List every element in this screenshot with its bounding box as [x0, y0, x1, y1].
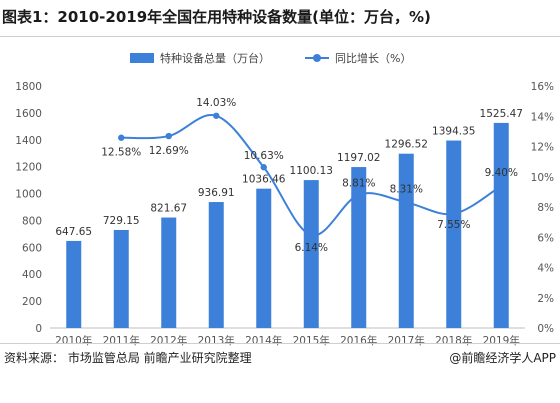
- growth-point: [118, 134, 125, 141]
- bar: [493, 122, 509, 329]
- x-tick-label: 2012年: [150, 334, 187, 347]
- growth-value-label: 7.55%: [437, 219, 470, 231]
- growth-point: [165, 132, 172, 140]
- x-tick-label: 2015年: [293, 334, 330, 347]
- growth-point: [213, 112, 220, 119]
- growth-value-label: 14.03%: [196, 97, 236, 109]
- growth-point: [498, 182, 505, 190]
- x-tick-label: 2016年: [340, 334, 377, 347]
- footer-divider: [0, 343, 560, 344]
- y-left-tick-label: 0: [35, 323, 42, 335]
- bar-value-label: 1197.02: [337, 152, 380, 164]
- legend-bar-label: 特种设备总量（万台）: [160, 52, 270, 65]
- x-tick-label: 2011年: [103, 334, 140, 347]
- y-left-tick-label: 200: [22, 296, 42, 308]
- y-right-tick-label: 14%: [531, 111, 554, 123]
- bar: [208, 202, 224, 328]
- growth-value-label: 12.58%: [101, 147, 141, 159]
- source-note: 资料来源： 市场监管总局 前瞻产业研究院整理: [4, 351, 252, 365]
- x-tick-label: 2013年: [198, 334, 235, 347]
- x-tick-label: 2014年: [245, 334, 282, 347]
- bar: [66, 240, 82, 328]
- bar: [351, 167, 367, 328]
- y-left-tick-label: 400: [22, 269, 42, 281]
- growth-value-label: 12.69%: [149, 145, 189, 157]
- y-right-tick-label: 0%: [537, 323, 554, 335]
- title-divider: [0, 36, 560, 37]
- x-tick-label: 2018年: [435, 334, 472, 347]
- bar: [446, 140, 462, 328]
- growth-value-label: 6.14%: [295, 242, 328, 254]
- growth-value-label: 8.31%: [390, 183, 423, 195]
- bar: [161, 217, 177, 328]
- y-right-tick-label: 6%: [537, 232, 554, 244]
- legend-item-bar: 特种设备总量（万台）: [130, 50, 270, 66]
- y-left-tick-label: 600: [22, 242, 42, 254]
- legend-line-swatch: [305, 53, 329, 63]
- bar: [303, 180, 319, 328]
- y-left-tick-label: 1400: [15, 135, 42, 147]
- growth-value-label: 8.81%: [342, 178, 375, 190]
- bar-value-label: 1296.52: [385, 139, 428, 151]
- bar-value-label: 821.67: [150, 203, 187, 215]
- bar: [256, 188, 272, 328]
- y-right-tick-label: 4%: [537, 263, 554, 275]
- bar-value-label: 647.65: [55, 226, 92, 238]
- y-right-tick-label: 8%: [537, 202, 554, 214]
- growth-point: [450, 210, 457, 218]
- bar-value-label: 936.91: [198, 187, 235, 199]
- chart-title: 图表1：2010-2019年全国在用特种设备数量(单位：万台，%): [2, 8, 431, 26]
- y-left-tick-label: 1000: [15, 189, 42, 201]
- y-left-tick-label: 1200: [15, 162, 42, 174]
- growth-point: [355, 191, 362, 198]
- bar: [113, 229, 129, 328]
- growth-value-label: 9.40%: [485, 167, 518, 179]
- y-left-tick-label: 1800: [15, 81, 42, 93]
- y-right-tick-label: 10%: [531, 172, 554, 184]
- brand-credit: @前瞻经济学人APP: [449, 351, 556, 365]
- chart-legend: 特种设备总量（万台） 同比增长（%）: [0, 50, 560, 66]
- bar-value-label: 729.15: [103, 215, 140, 227]
- growth-point: [308, 231, 315, 239]
- y-right-tick-label: 2%: [537, 293, 554, 305]
- y-left-tick-label: 800: [22, 215, 42, 227]
- legend-bar-swatch: [130, 53, 154, 63]
- x-tick-label: 2010年: [55, 334, 92, 347]
- bar-value-label: 1525.47: [480, 108, 523, 120]
- x-tick-label: 2019年: [483, 334, 520, 347]
- bar: [398, 153, 414, 328]
- y-right-tick-label: 16%: [531, 81, 554, 93]
- growth-value-label: 10.63%: [244, 150, 284, 162]
- x-tick-label: 2017年: [388, 334, 425, 347]
- growth-point: [403, 199, 410, 206]
- legend-line-label: 同比增长（%）: [335, 52, 412, 65]
- growth-point: [260, 164, 267, 171]
- bar-value-label: 1394.35: [432, 126, 475, 138]
- y-left-tick-label: 1600: [15, 108, 42, 120]
- y-right-tick-label: 12%: [531, 142, 554, 154]
- bar-value-label: 1100.13: [290, 165, 333, 177]
- legend-item-line: 同比增长（%）: [305, 50, 411, 66]
- bar-value-label: 1036.46: [242, 174, 286, 186]
